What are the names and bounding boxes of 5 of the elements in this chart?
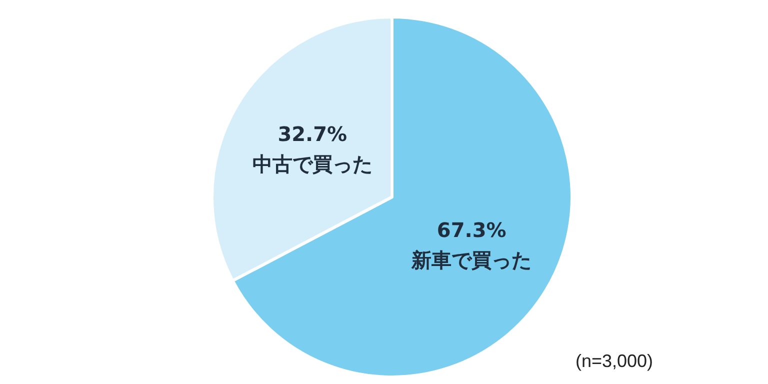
slice-label: 中古で買った (252, 152, 372, 176)
text: (n=3,000) (575, 351, 654, 371)
slice-label: 新車で買った (410, 248, 532, 272)
data-label: 67.3% (436, 218, 506, 242)
data-label: 32.7% (278, 122, 348, 146)
